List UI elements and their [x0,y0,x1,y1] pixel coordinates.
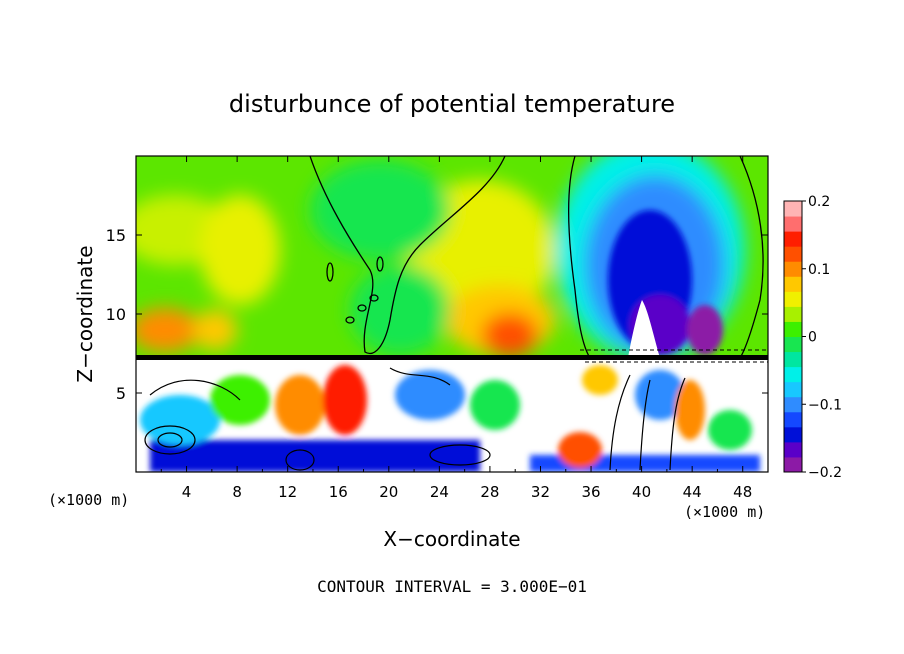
field-warm-patch [193,310,237,350]
contour-loop [369,294,379,302]
y-axis-label: Z−coordinate [73,245,97,382]
colorbar-swatch [784,366,802,383]
contour-loop [357,304,367,312]
x-tick-label: 28 [480,483,499,501]
inversion-band [136,355,768,360]
colorbar-swatch [784,261,802,277]
colorbar-swatch [784,291,802,307]
colorbar-swatch [784,201,802,217]
contour-line [389,367,451,386]
colorbar-tick-label: −0.1 [808,397,842,413]
colorbar-tick-label: 0.2 [808,194,830,210]
x-tick-label: 40 [632,483,651,501]
contour-interval-note: CONTOUR INTERVAL = 3.000E−01 [317,577,587,596]
contour-loop [285,449,315,471]
colorbar-swatch [784,396,802,413]
contour-loop [429,444,491,466]
colorbar-tick-label: 0.1 [808,262,830,278]
x-tick-label: 44 [683,483,702,501]
x-tick-label: 36 [581,483,600,501]
colorbar-tick-label: −0.2 [808,465,842,481]
colorbar-swatch [784,426,802,443]
y-unit-note: (×1000 m) [48,491,129,509]
contour-loop [144,425,196,455]
contour-loop [326,262,334,282]
field-low-blob [275,375,325,435]
field-neutral-patch [350,265,450,355]
contour-line [739,156,764,359]
y-tick-label: 15 [106,226,126,245]
contour-dashes [580,349,768,363]
x-axis-label: X−coordinate [383,527,520,551]
field-low-blob [558,432,602,468]
colorbar-swatch [784,441,802,458]
colorbar: 0.2 0.1 0 −0.1 −0.2 [783,194,842,481]
colorbar-swatch [784,336,802,353]
chart-title: disturbunce of potential temperature [229,90,675,118]
x-unit-note: (×1000 m) [684,503,765,521]
contour-line [567,156,591,359]
field-low-blob [140,395,220,445]
colorbar-tick-label: 0 [808,330,817,346]
x-tick-label: 8 [232,483,242,501]
colorbar-swatch [784,456,802,473]
field-low-blob [675,380,705,440]
field-cold-core [687,305,723,355]
field-warm-patch [200,195,280,305]
contour-line [669,377,686,471]
x-axis-ticks: 4 8 12 16 20 24 28 32 36 40 44 48 [160,156,752,501]
colorbar-swatch [784,246,802,262]
contour-loop [376,256,384,272]
y-tick-label: 5 [116,384,126,403]
colorbar-swatch [784,231,802,247]
x-tick-label: 12 [278,483,297,501]
x-tick-label: 48 [733,483,752,501]
field-neutral-patch [310,160,450,260]
x-tick-label: 32 [531,483,550,501]
field-low-blob [582,365,618,395]
colorbar-swatch [784,306,802,322]
colorbar-swatch [784,351,802,368]
field-low-blob [395,370,465,420]
y-tick-label: 10 [106,305,126,324]
contour-line [309,156,506,355]
contour-loop [157,432,183,448]
colorbar-swatch [784,411,802,428]
y-axis-ticks: 5 10 15 [106,226,768,403]
field-low-blob [708,410,752,450]
colorbar-swatch [784,321,802,337]
field-low-band [150,440,480,472]
heatmap-field [136,156,768,472]
contour-line [149,379,241,401]
x-tick-label: 16 [329,483,348,501]
x-tick-label: 20 [379,483,398,501]
colorbar-swatch [784,276,802,292]
field-white-plume [628,300,660,358]
contour-loop [345,316,355,324]
contour-line [639,379,651,471]
contour-line [609,374,631,471]
colorbar-swatch [784,381,802,398]
field-low-blob [323,365,367,435]
field-hot-patch [482,313,538,357]
x-tick-label: 4 [182,483,192,501]
field-low-blob [470,380,520,430]
x-tick-label: 24 [430,483,449,501]
field-warm-patch [136,308,200,352]
colorbar-swatch [784,216,802,232]
field-low-blob [635,370,685,420]
